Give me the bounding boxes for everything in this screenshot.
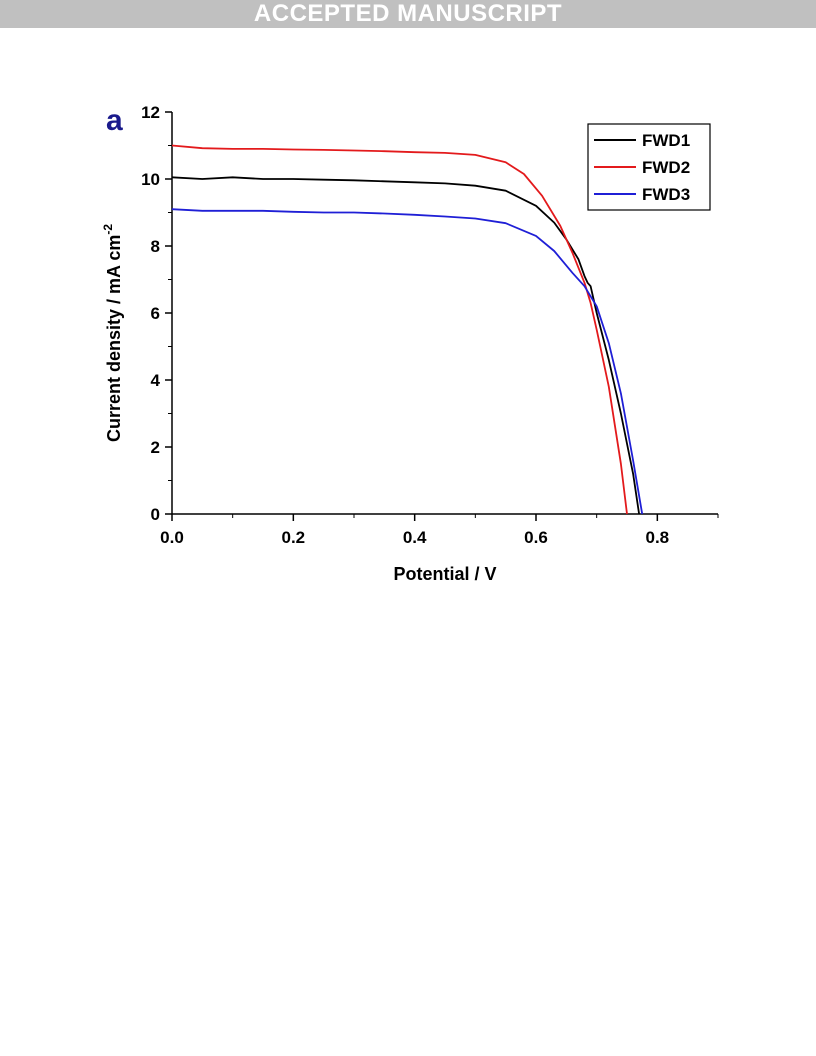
y-tick-label: 6 [151, 304, 160, 323]
y-tick-label: 2 [151, 438, 160, 457]
x-tick-label: 0.0 [160, 528, 184, 547]
x-tick-label: 0.8 [646, 528, 670, 547]
series-line-fwd3 [171, 208, 644, 515]
x-tick-label: 0.6 [524, 528, 548, 547]
y-tick-label: 0 [151, 505, 160, 524]
legend-entry: FWD2 [642, 158, 690, 177]
x-axis-label: Potential / V [393, 564, 496, 584]
y-tick-label: 8 [151, 237, 160, 256]
legend-entry: FWD1 [642, 131, 690, 150]
x-tick-label: 0.4 [403, 528, 427, 547]
y-axis-label: Current density / mA cm-2 [101, 224, 124, 442]
legend-entry: FWD3 [642, 185, 690, 204]
y-tick-label: 4 [151, 371, 161, 390]
panel-label: a [106, 104, 123, 137]
series-line-fwd1 [171, 176, 640, 515]
y-axis-label-main: Current density / mA cm [104, 235, 124, 442]
series-line-fwd2 [171, 144, 628, 515]
banner-text: ACCEPTED MANUSCRIPT [253, 0, 563, 27]
x-tick-label: 0.2 [282, 528, 306, 547]
y-tick-label: 12 [141, 103, 160, 122]
accepted-manuscript-banner: ACCEPTED MANUSCRIPT [0, 0, 816, 28]
y-axis-label-superscript: -2 [101, 224, 115, 235]
y-tick-label: 10 [141, 170, 160, 189]
